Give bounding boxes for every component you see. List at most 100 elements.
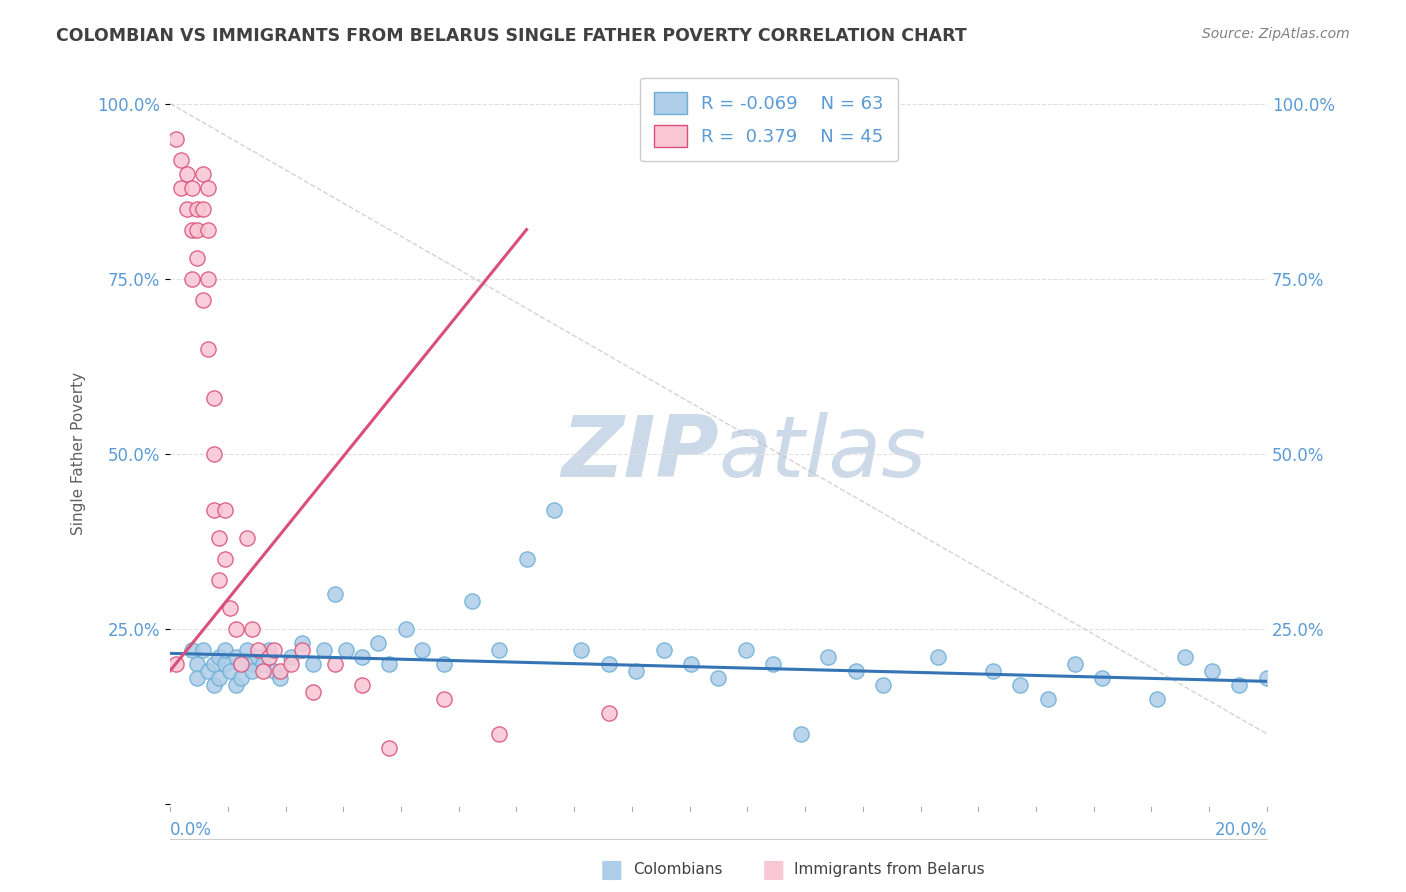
Point	[515, 551, 537, 566]
Point	[191, 202, 214, 216]
Point	[350, 649, 373, 664]
Point	[225, 678, 247, 692]
Point	[762, 657, 785, 671]
Point	[571, 643, 593, 657]
Point	[219, 664, 242, 678]
Point	[1010, 678, 1032, 692]
Point	[411, 643, 433, 657]
Point	[191, 167, 214, 181]
Point	[707, 671, 730, 685]
Point	[208, 573, 231, 587]
Point	[488, 727, 510, 741]
Point	[214, 502, 236, 516]
Point	[252, 657, 274, 671]
Point	[367, 636, 389, 650]
Point	[291, 636, 314, 650]
Point	[202, 657, 225, 671]
Point	[263, 643, 285, 657]
Point	[790, 727, 813, 741]
Point	[186, 202, 208, 216]
Point	[681, 657, 703, 671]
Point	[312, 643, 335, 657]
Point	[460, 594, 482, 608]
Point	[225, 622, 247, 636]
Text: atlas: atlas	[718, 412, 927, 495]
Point	[231, 671, 253, 685]
Point	[165, 657, 187, 671]
Point	[181, 643, 204, 657]
Point	[170, 180, 193, 194]
Point	[1146, 691, 1168, 706]
Point	[1064, 657, 1087, 671]
Point	[817, 649, 839, 664]
Point	[197, 342, 219, 356]
Point	[197, 222, 219, 236]
Point	[186, 222, 208, 236]
Point	[197, 180, 219, 194]
Point	[176, 202, 198, 216]
Point	[197, 271, 219, 285]
Point	[735, 643, 758, 657]
Point	[219, 600, 242, 615]
Point	[186, 251, 208, 265]
Point	[981, 664, 1004, 678]
Point	[197, 664, 219, 678]
Point	[927, 649, 949, 664]
Point	[395, 622, 418, 636]
Point	[214, 657, 236, 671]
Point	[280, 657, 302, 671]
Point	[202, 447, 225, 461]
Text: Colombians: Colombians	[633, 863, 723, 877]
Point	[181, 271, 204, 285]
Point	[176, 167, 198, 181]
Point	[301, 685, 323, 699]
Point	[323, 657, 346, 671]
Point	[1091, 671, 1114, 685]
Point	[240, 657, 263, 671]
Point	[240, 664, 263, 678]
Text: ■: ■	[600, 858, 623, 881]
Point	[269, 671, 291, 685]
Point	[236, 643, 259, 657]
Text: ■: ■	[762, 858, 785, 881]
Point	[202, 502, 225, 516]
Point	[652, 643, 675, 657]
Point	[225, 649, 247, 664]
Point	[208, 671, 231, 685]
Point	[186, 657, 208, 671]
Point	[269, 664, 291, 678]
Point	[208, 531, 231, 545]
Point	[350, 678, 373, 692]
Point	[301, 657, 323, 671]
Point	[335, 643, 357, 657]
Point	[240, 622, 263, 636]
Point	[433, 691, 456, 706]
Point	[543, 502, 565, 516]
Point	[1036, 691, 1059, 706]
Text: Source: ZipAtlas.com: Source: ZipAtlas.com	[1202, 27, 1350, 41]
Point	[263, 664, 285, 678]
Point	[378, 740, 401, 755]
Point	[181, 222, 204, 236]
Point	[280, 649, 302, 664]
Point	[872, 678, 894, 692]
Point	[1174, 649, 1197, 664]
Point	[845, 664, 868, 678]
Point	[236, 531, 259, 545]
Point	[488, 643, 510, 657]
Y-axis label: Single Father Poverty: Single Father Poverty	[72, 372, 86, 535]
Point	[202, 391, 225, 405]
Point	[165, 131, 187, 145]
Point	[191, 293, 214, 307]
Point	[323, 587, 346, 601]
Point	[252, 664, 274, 678]
Text: COLOMBIAN VS IMMIGRANTS FROM BELARUS SINGLE FATHER POVERTY CORRELATION CHART: COLOMBIAN VS IMMIGRANTS FROM BELARUS SIN…	[56, 27, 967, 45]
Point	[598, 657, 620, 671]
Point	[246, 643, 269, 657]
Point	[214, 643, 236, 657]
Point	[191, 643, 214, 657]
Text: 0.0%: 0.0%	[170, 822, 212, 839]
Point	[291, 643, 314, 657]
Text: ZIP: ZIP	[561, 412, 718, 495]
Point	[231, 657, 253, 671]
